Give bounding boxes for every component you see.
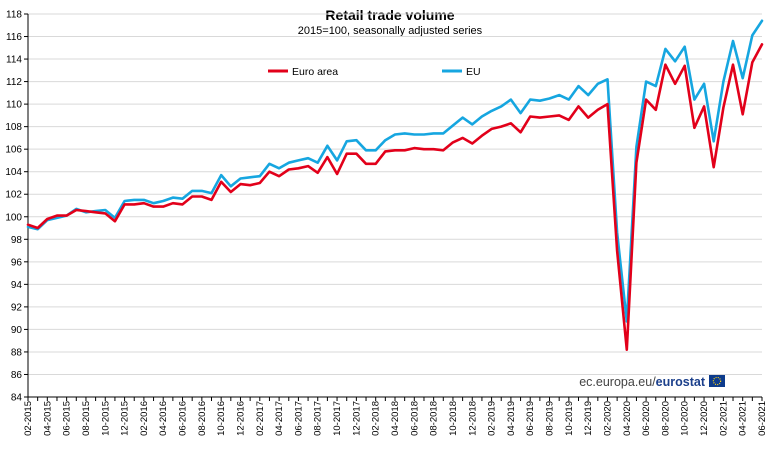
x-tick-label: 04-2015 <box>42 401 53 436</box>
x-tick-label: 02-2015 <box>23 401 34 436</box>
x-tick-label: 12-2016 <box>235 401 246 436</box>
chart-title: Retail trade volume <box>325 7 454 23</box>
y-tick-label: 86 <box>11 370 23 381</box>
x-tick-label: 10-2019 <box>564 401 575 436</box>
x-tick-label: 10-2017 <box>332 401 343 436</box>
x-tick-label: 06-2016 <box>178 401 189 436</box>
x-tick-label: 02-2017 <box>255 401 266 436</box>
source-url: ec.europa.eu/ <box>579 375 656 389</box>
x-tick-label: 06-2018 <box>409 401 420 436</box>
eu-flag-stars-icon <box>712 376 722 386</box>
x-tick-label: 10-2016 <box>216 401 227 436</box>
x-tick-label: 04-2021 <box>738 401 749 436</box>
x-tick-label: 06-2021 <box>757 401 765 436</box>
legend-label: Euro area <box>292 66 338 78</box>
x-tick-label: 02-2021 <box>718 401 729 436</box>
x-tick-label: 02-2020 <box>602 401 613 436</box>
y-tick-label: 90 <box>11 325 23 336</box>
x-tick-label: 04-2019 <box>506 401 517 436</box>
x-tick-label: 12-2019 <box>583 401 594 436</box>
y-tick-label: 106 <box>5 145 22 156</box>
x-tick-label: 04-2018 <box>390 401 401 436</box>
x-tick-label: 02-2019 <box>487 401 498 436</box>
x-tick-label: 02-2018 <box>371 401 382 436</box>
y-tick-label: 96 <box>11 257 23 268</box>
y-tick-label: 100 <box>5 212 22 223</box>
y-tick-label: 116 <box>6 32 22 43</box>
svg-text:ec.europa.eu/eurostat: ec.europa.eu/eurostat <box>579 375 706 389</box>
x-tick-label: 04-2016 <box>158 401 169 436</box>
x-tick-label: 02-2016 <box>139 401 150 436</box>
x-tick-label: 04-2017 <box>274 401 285 436</box>
y-tick-label: 104 <box>5 167 22 178</box>
chart-subtitle: 2015=100, seasonally adjusted series <box>298 25 483 37</box>
series-lines <box>26 19 764 352</box>
x-tick-label: 08-2015 <box>81 401 92 436</box>
x-tick-label: 06-2017 <box>293 401 304 436</box>
eu-flag-icon <box>709 375 725 387</box>
x-tick-label: 10-2020 <box>680 401 691 436</box>
x-tick-label: 06-2015 <box>62 401 73 436</box>
y-tick-label: 98 <box>11 235 23 246</box>
x-tick-label: 04-2020 <box>622 401 633 436</box>
y-tick-label: 84 <box>11 393 23 404</box>
y-tick-label: 114 <box>6 55 22 66</box>
x-tick-label: 12-2017 <box>351 401 362 436</box>
y-tick-label: 94 <box>11 280 23 291</box>
x-tick-label: 08-2016 <box>197 401 208 436</box>
y-tick-label: 108 <box>5 122 22 133</box>
grid-lines <box>28 13 762 398</box>
x-tick-label: 12-2018 <box>467 401 478 436</box>
y-tick-label: 112 <box>6 77 22 88</box>
source-credit: ec.europa.eu/eurostat <box>579 375 725 389</box>
x-tick-label: 10-2015 <box>100 401 111 436</box>
x-tick-label: 12-2015 <box>120 401 131 436</box>
x-tick-label: 08-2018 <box>429 401 440 436</box>
x-tick-label: 12-2020 <box>699 401 710 436</box>
axes: 84 86 88 90 92 94 96 98 100 102 104 106 108 110 112 114… <box>5 10 765 436</box>
x-tick-label: 08-2019 <box>545 401 556 436</box>
x-tick-label: 10-2018 <box>448 401 459 436</box>
x-tick-label: 06-2020 <box>641 401 652 436</box>
x-tick-label: 06-2019 <box>525 401 536 436</box>
y-tick-label: 102 <box>5 190 22 201</box>
x-tick-label: 08-2020 <box>660 401 671 436</box>
series-line-eu <box>26 19 764 323</box>
y-tick-label: 110 <box>6 100 22 111</box>
x-tick-label: 08-2017 <box>313 401 324 436</box>
y-tick-label: 118 <box>6 10 22 21</box>
source-brand: eurostat <box>656 375 706 389</box>
y-tick-label: 92 <box>11 302 23 313</box>
y-tick-label: 88 <box>11 347 23 358</box>
series-line-euro-area <box>26 43 764 352</box>
legend: Euro area EU <box>268 66 481 78</box>
legend-label: EU <box>466 66 481 78</box>
